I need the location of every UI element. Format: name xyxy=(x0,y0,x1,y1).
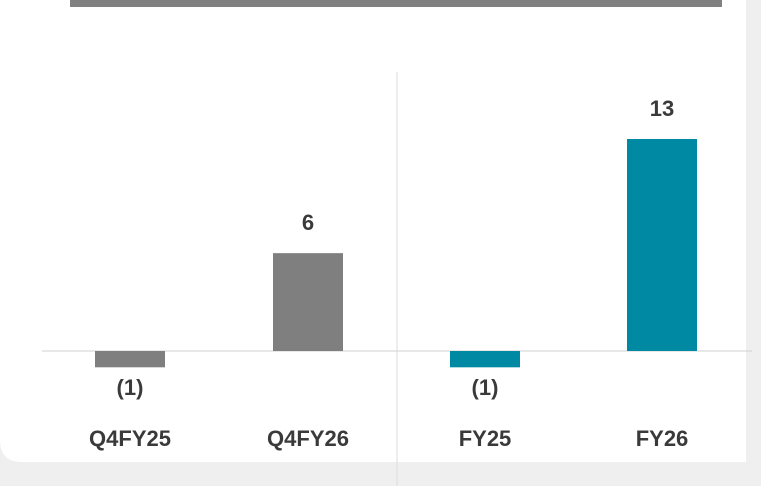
value-label: (1) xyxy=(117,375,144,400)
bar xyxy=(273,253,343,351)
value-label: (1) xyxy=(472,375,499,400)
header-rule xyxy=(70,0,722,7)
category-label: Q4FY25 xyxy=(89,426,171,451)
bar xyxy=(450,351,520,368)
panel xyxy=(0,0,746,462)
value-label: 6 xyxy=(302,210,314,235)
category-label: FY25 xyxy=(459,426,512,451)
category-label: FY26 xyxy=(636,426,689,451)
bar xyxy=(95,351,165,368)
bar xyxy=(627,139,697,351)
value-label: 13 xyxy=(650,96,674,121)
category-label: Q4FY26 xyxy=(267,426,349,451)
